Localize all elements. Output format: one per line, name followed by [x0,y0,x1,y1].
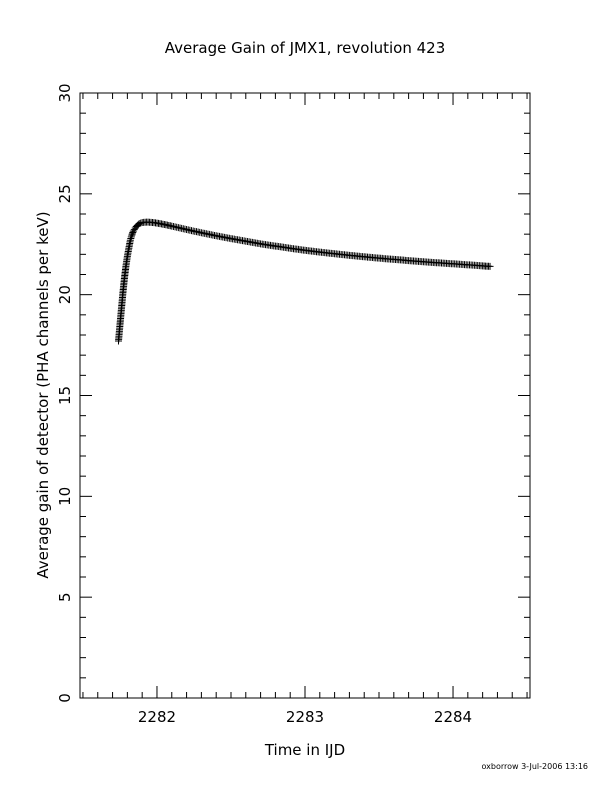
y-tick-label: 25 [56,184,74,203]
plot-frame [79,92,531,699]
x-tick-label: 2283 [286,708,324,726]
x-tick-label: 2282 [138,708,176,726]
y-tick-label: 20 [56,285,74,304]
footer-stamp: oxborrow 3-Jul-2006 13:16 [481,762,588,771]
data-point [135,220,143,228]
x-axis-label: Time in IJD [264,741,345,759]
y-tick-label: 30 [56,83,74,102]
y-axis-label: Average gain of detector (PHA channels p… [34,211,52,578]
data-points [114,218,494,345]
x-axis-ticks [82,93,528,698]
x-axis-tick-labels: 2282 2283 2284 [138,708,472,726]
x-tick-label: 2284 [434,708,472,726]
data-point [137,219,145,227]
y-tick-label: 5 [56,592,74,602]
y-tick-label: 15 [56,386,74,405]
y-axis-ticks [80,92,530,699]
chart-title: Average Gain of JMX1, revolution 423 [165,39,446,57]
data-point [486,262,494,270]
y-tick-label: 10 [56,487,74,506]
y-tick-label: 0 [56,693,74,703]
y-axis-tick-labels: 0 5 10 15 20 25 30 [56,83,74,702]
